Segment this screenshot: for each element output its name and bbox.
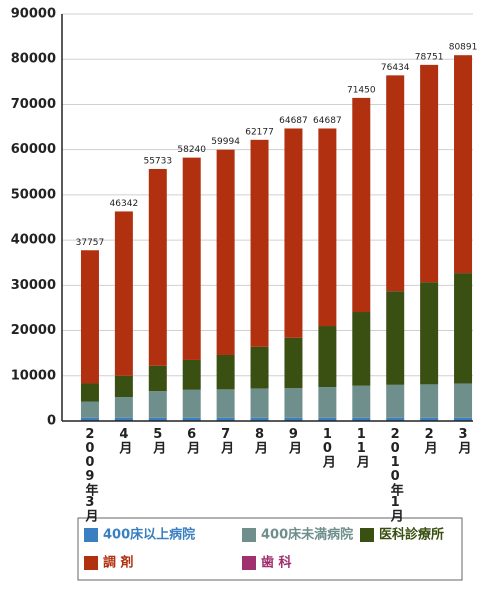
legend-swatch — [84, 556, 98, 570]
total-label: 76434 — [381, 63, 410, 73]
y-tick-label: 20000 — [11, 323, 56, 338]
bar-segment — [386, 75, 405, 292]
total-label: 59994 — [211, 137, 240, 147]
x-tick-label: 2010年1月 — [388, 427, 405, 523]
x-tick-label: 9月 — [286, 427, 303, 455]
total-label: 64687 — [313, 116, 342, 126]
y-tick-label: 60000 — [11, 142, 56, 157]
legend-swatch — [242, 528, 256, 542]
bar-segment — [216, 417, 235, 421]
bar-segment — [216, 389, 235, 418]
bar-segment — [182, 389, 201, 418]
bar-segment — [182, 359, 201, 390]
bar-segment — [114, 417, 133, 421]
bar-segment — [80, 401, 99, 418]
y-tick-label: 40000 — [11, 233, 56, 248]
bar-segment — [420, 417, 439, 421]
bar-segment — [250, 346, 269, 389]
x-tick-label: 4月 — [116, 427, 133, 455]
bar-segment — [80, 250, 99, 384]
x-tick-label: 7月 — [218, 427, 235, 455]
bar-segment — [114, 375, 133, 398]
bar-segment — [352, 417, 371, 421]
bar-segment — [284, 337, 303, 388]
bar-segment — [250, 417, 269, 421]
bar-segment — [250, 139, 269, 347]
bar-segment — [148, 365, 167, 392]
y-tick-label: 50000 — [11, 187, 56, 202]
legend-box — [77, 517, 463, 581]
bar-segment — [114, 397, 133, 418]
bar-segment — [318, 326, 337, 388]
total-label: 46342 — [110, 199, 139, 209]
total-label: 55733 — [143, 156, 172, 166]
legend-label: 400床未満病院 — [261, 527, 353, 543]
bar-segment — [148, 417, 167, 421]
bar-segment — [386, 291, 405, 385]
legend-label: 歯 科 — [261, 555, 292, 571]
bar-segment — [80, 383, 99, 402]
bar-segment — [148, 168, 167, 366]
x-tick-label: 6月 — [184, 427, 201, 455]
legend-label: 医科診療所 — [379, 527, 444, 543]
bar-segment — [454, 55, 473, 274]
bar-segment — [148, 391, 167, 418]
bar-segment — [352, 97, 371, 313]
total-label: 64687 — [279, 116, 308, 126]
bar-segment — [318, 387, 337, 418]
x-tick-label: 8月 — [252, 427, 269, 455]
bar-segment — [454, 383, 473, 418]
x-tick-label: 2009年3月 — [82, 427, 99, 523]
y-tick-label: 80000 — [11, 52, 56, 67]
bar-segment — [318, 128, 337, 327]
x-tick-label: 11月 — [354, 427, 371, 469]
y-tick-label: 0 — [47, 414, 56, 429]
bar-segment — [250, 388, 269, 418]
bar-segment — [352, 312, 371, 386]
x-tick-label: 5月 — [150, 427, 167, 455]
total-label: 58240 — [177, 145, 206, 155]
total-label: 37757 — [76, 238, 105, 248]
x-tick-label: 3月 — [456, 427, 473, 455]
y-tick-label: 30000 — [11, 278, 56, 293]
bar-segment — [216, 354, 235, 390]
bar-segment — [352, 385, 371, 418]
bar-segment — [182, 157, 201, 360]
bar-segment — [420, 384, 439, 418]
bar-segment — [318, 417, 337, 421]
total-label: 80891 — [449, 43, 478, 53]
x-tick-label: 10月 — [320, 427, 337, 469]
bar-segment — [182, 417, 201, 421]
bar-segment — [114, 211, 133, 376]
legend-label: 400床以上病院 — [103, 527, 195, 543]
legend-swatch — [84, 528, 98, 542]
total-label: 71450 — [347, 85, 376, 95]
bar-segment — [454, 273, 473, 384]
legend-swatch — [242, 556, 256, 570]
y-tick-label: 70000 — [11, 97, 56, 112]
bar-segment — [386, 384, 405, 418]
legend-label: 調 剤 — [103, 555, 134, 571]
total-label: 62177 — [245, 127, 274, 137]
x-tick-label: 2月 — [422, 427, 439, 455]
bar-segment — [454, 417, 473, 421]
bar-segment — [284, 417, 303, 421]
y-tick-label: 90000 — [11, 7, 56, 22]
bar-segment — [420, 64, 439, 283]
bar-segment — [216, 149, 235, 355]
legend-swatch — [360, 528, 374, 542]
total-label: 78751 — [415, 52, 444, 62]
bar-segment — [80, 417, 99, 421]
y-tick-label: 10000 — [11, 368, 56, 383]
bar-segment — [284, 128, 303, 338]
bar-segment — [386, 417, 405, 421]
bar-segment — [284, 387, 303, 418]
bar-segment — [420, 282, 439, 385]
